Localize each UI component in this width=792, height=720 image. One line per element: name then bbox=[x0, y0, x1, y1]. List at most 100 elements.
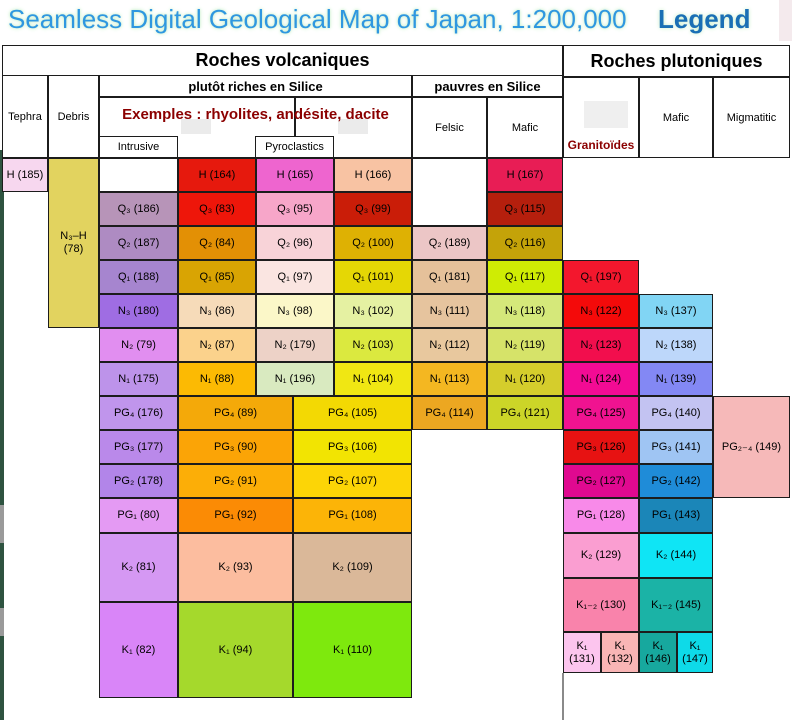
legend-cell[interactable]: N₃ (102) bbox=[334, 294, 412, 328]
legend-cell[interactable]: K₁₋₂ (130) bbox=[563, 578, 639, 632]
legend-cell[interactable]: PG₁ (80) bbox=[99, 498, 178, 533]
table-edge-line bbox=[562, 673, 564, 720]
legend-cell[interactable]: PG₃ (126) bbox=[563, 430, 639, 464]
legend-cell[interactable]: Q₁ (197) bbox=[563, 260, 639, 294]
legend-cell[interactable]: PG₄ (176) bbox=[99, 396, 178, 430]
legend-cell[interactable]: H (185) bbox=[2, 158, 48, 192]
legend-cell[interactable]: K₂ (129) bbox=[563, 533, 639, 578]
legend-cell[interactable]: N₁ (88) bbox=[178, 362, 256, 396]
legend-cell[interactable]: K₁ (82) bbox=[99, 602, 178, 698]
legend-cell[interactable]: Q₁ (117) bbox=[487, 260, 563, 294]
legend-cell[interactable]: N₂ (179) bbox=[256, 328, 334, 362]
legend-cell[interactable]: N₃ (98) bbox=[256, 294, 334, 328]
legend-cell[interactable]: PG₁ (143) bbox=[639, 498, 713, 533]
legend-cell[interactable]: PG₂₋₄ (149) bbox=[713, 396, 790, 498]
legend-cell[interactable]: N₃ (86) bbox=[178, 294, 256, 328]
legend-cell[interactable]: Q₃ (95) bbox=[256, 192, 334, 226]
legend-cell[interactable]: N₁ (139) bbox=[639, 362, 713, 396]
header-migmatitic: Migmatitic bbox=[713, 77, 790, 158]
legend-cell[interactable]: Q₂ (116) bbox=[487, 226, 563, 260]
legend-cell[interactable]: PG₄ (89) bbox=[178, 396, 293, 430]
left-edge-artifact bbox=[0, 150, 4, 505]
legend-cell[interactable]: N₃ (180) bbox=[99, 294, 178, 328]
legend-cell[interactable]: N₃–H (78) bbox=[48, 158, 99, 328]
legend-cell[interactable]: Q₂ (189) bbox=[412, 226, 487, 260]
erased-text-patch bbox=[181, 119, 211, 134]
legend-cell[interactable]: Q₁ (85) bbox=[178, 260, 256, 294]
legend-cell[interactable]: PG₁ (92) bbox=[178, 498, 293, 533]
legend-cell[interactable]: N₃ (137) bbox=[639, 294, 713, 328]
legend-cell[interactable]: N₁ (175) bbox=[99, 362, 178, 396]
legend-cell[interactable]: N₂ (112) bbox=[412, 328, 487, 362]
legend-cell[interactable]: Q₁ (97) bbox=[256, 260, 334, 294]
legend-cell[interactable]: PG₂ (127) bbox=[563, 464, 639, 498]
legend-cell[interactable]: N₂ (79) bbox=[99, 328, 178, 362]
legend-cell[interactable]: Q₃ (83) bbox=[178, 192, 256, 226]
legend-cell[interactable]: Q₁ (181) bbox=[412, 260, 487, 294]
legend-cell[interactable]: PG₁ (128) bbox=[563, 498, 639, 533]
legend-cell[interactable]: Q₁ (101) bbox=[334, 260, 412, 294]
legend-cell[interactable]: K₁ (146) bbox=[639, 632, 677, 673]
legend-cell[interactable]: K₁ (132) bbox=[601, 632, 639, 673]
legend-cell[interactable]: Q₂ (100) bbox=[334, 226, 412, 260]
legend-cell[interactable]: PG₄ (105) bbox=[293, 396, 412, 430]
legend-cell[interactable]: N₁ (120) bbox=[487, 362, 563, 396]
legend-cell[interactable]: N₁ (124) bbox=[563, 362, 639, 396]
legend-cell[interactable]: K₁ (110) bbox=[293, 602, 412, 698]
legend-cell[interactable]: N₁ (196) bbox=[256, 362, 334, 396]
legend-cell[interactable]: K₂ (93) bbox=[178, 533, 293, 602]
legend-cell[interactable]: K₁ (147) bbox=[677, 632, 713, 673]
legend-cell[interactable]: H (165) bbox=[256, 158, 334, 192]
legend-cell[interactable]: PG₃ (141) bbox=[639, 430, 713, 464]
legend-cell[interactable]: PG₂ (178) bbox=[99, 464, 178, 498]
header-riches-en-silice: plutôt riches en Silice bbox=[99, 75, 412, 97]
legend-cell[interactable]: N₃ (122) bbox=[563, 294, 639, 328]
legend-cell[interactable]: N₂ (87) bbox=[178, 328, 256, 362]
legend-cell[interactable] bbox=[99, 158, 178, 192]
legend-cell[interactable]: Q₃ (99) bbox=[334, 192, 412, 226]
left-edge-artifact bbox=[0, 636, 4, 720]
legend-cell[interactable]: K₁₋₂ (145) bbox=[639, 578, 713, 632]
legend-cell[interactable]: Q₃ (115) bbox=[487, 192, 563, 226]
legend-cell[interactable]: PG₃ (177) bbox=[99, 430, 178, 464]
legend-cell[interactable]: Q₃ (186) bbox=[99, 192, 178, 226]
legend-cell[interactable]: Q₂ (96) bbox=[256, 226, 334, 260]
legend-cell[interactable]: H (164) bbox=[178, 158, 256, 192]
legend-cell[interactable]: N₂ (103) bbox=[334, 328, 412, 362]
header-mafic-plutonic: Mafic bbox=[639, 77, 713, 158]
legend-cell[interactable]: PG₃ (106) bbox=[293, 430, 412, 464]
legend-cell[interactable]: PG₄ (114) bbox=[412, 396, 487, 430]
legend-cell[interactable]: PG₄ (121) bbox=[487, 396, 563, 430]
legend-cell[interactable]: PG₄ (125) bbox=[563, 396, 639, 430]
legend-cell[interactable]: N₁ (113) bbox=[412, 362, 487, 396]
legend-cell[interactable]: N₂ (119) bbox=[487, 328, 563, 362]
legend-cell[interactable]: Q₁ (188) bbox=[99, 260, 178, 294]
erased-text-patch bbox=[584, 101, 628, 128]
legend-cell[interactable]: PG₂ (107) bbox=[293, 464, 412, 498]
legend-cell[interactable]: Q₂ (187) bbox=[99, 226, 178, 260]
header-exemples: Exemples : rhyolites, andésite, dacite bbox=[122, 106, 389, 123]
legend-cell[interactable]: Q₂ (84) bbox=[178, 226, 256, 260]
legend-cell[interactable]: H (167) bbox=[487, 158, 563, 192]
legend-cell[interactable]: N₁ (104) bbox=[334, 362, 412, 396]
legend-cell[interactable]: PG₄ (140) bbox=[639, 396, 713, 430]
legend-cell[interactable]: H (166) bbox=[334, 158, 412, 192]
legend-cell[interactable]: K₂ (81) bbox=[99, 533, 178, 602]
legend-cell[interactable]: N₂ (123) bbox=[563, 328, 639, 362]
legend-cell[interactable] bbox=[412, 158, 487, 226]
header-mafic-volcanic: Mafic bbox=[487, 97, 563, 158]
legend-cell[interactable]: PG₂ (142) bbox=[639, 464, 713, 498]
legend-cell[interactable]: K₂ (144) bbox=[639, 533, 713, 578]
legend-cell[interactable]: N₃ (111) bbox=[412, 294, 487, 328]
legend-cell[interactable]: K₂ (109) bbox=[293, 533, 412, 602]
legend-cell[interactable]: PG₁ (108) bbox=[293, 498, 412, 533]
legend-cell[interactable]: K₁ (131) bbox=[563, 632, 601, 673]
legend-cell[interactable]: N₂ (138) bbox=[639, 328, 713, 362]
legend-cell[interactable]: PG₃ (90) bbox=[178, 430, 293, 464]
header-granitoides: Granitoïdes bbox=[567, 138, 635, 152]
legend-cell[interactable]: N₃ (118) bbox=[487, 294, 563, 328]
legend-cell[interactable]: PG₂ (91) bbox=[178, 464, 293, 498]
legend-cell[interactable]: K₁ (94) bbox=[178, 602, 293, 698]
erased-text-patch bbox=[338, 119, 368, 134]
